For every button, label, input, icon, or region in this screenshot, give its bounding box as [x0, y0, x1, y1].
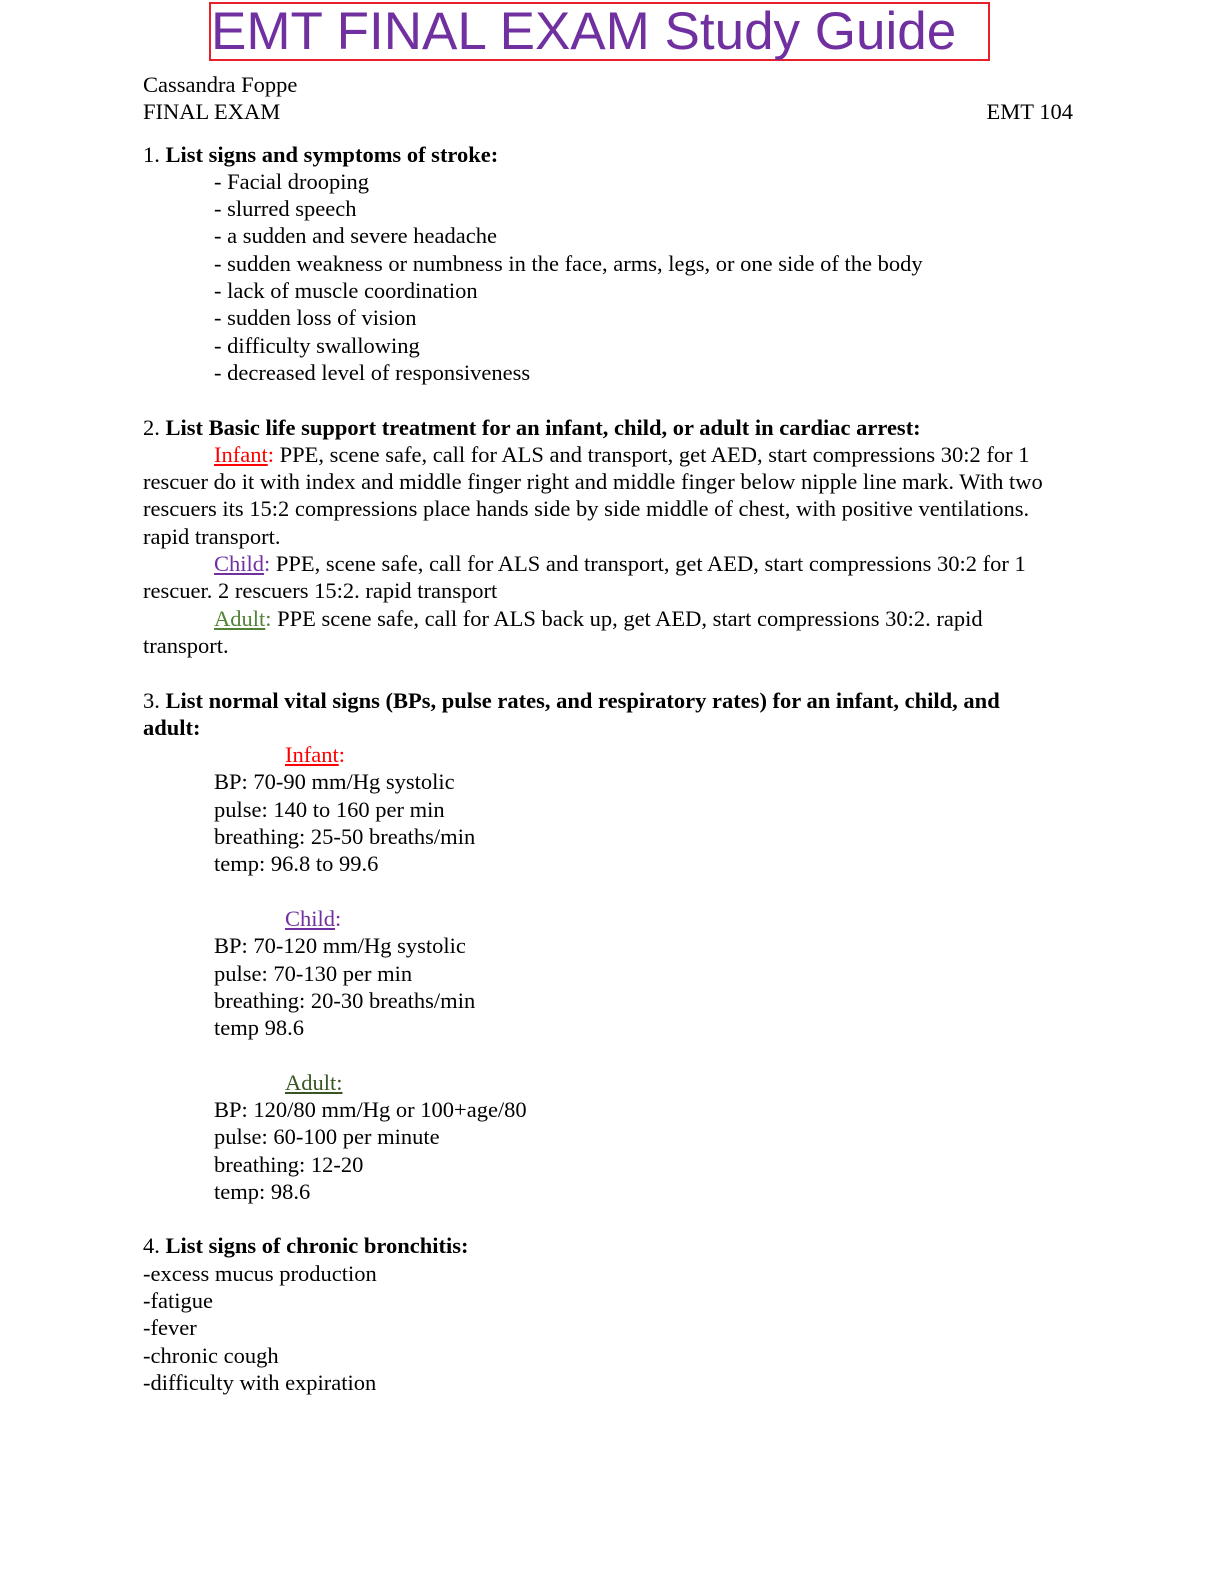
- child-pulse: pulse: 70-130 per min: [214, 960, 413, 986]
- infant-breathing: breathing: 25-50 breaths/min: [214, 824, 476, 850]
- adult-treatment-text: PPE scene safe, call for ALS back up, ge…: [143, 605, 983, 658]
- document-title: EMT FINAL EXAM Study Guide: [211, 2, 957, 61]
- list-item: - difficulty swallowing: [214, 332, 420, 358]
- adult-bp: BP: 120/80 mm/Hg or 100+age/80: [214, 1096, 527, 1122]
- infant-label-wrap: Infant:: [214, 441, 274, 467]
- question-number: 1.: [143, 141, 160, 167]
- list-item: - sudden weakness or numbness in the fac…: [214, 250, 923, 276]
- title-box: [209, 2, 990, 61]
- infant-vitals-label: Infant: [285, 742, 339, 768]
- child-label: Child: [214, 551, 265, 577]
- course-code: EMT 104: [986, 99, 1073, 125]
- question-number: 3.: [143, 687, 160, 713]
- author-name: Cassandra Foppe: [143, 72, 298, 97]
- list-item: - decreased level of responsiveness: [214, 359, 531, 385]
- adult-temp: temp: 98.6: [214, 1178, 311, 1204]
- child-treatment-text: PPE, scene safe, call for ALS and transp…: [143, 551, 1026, 604]
- infant-vitals-heading: Infant:: [285, 742, 345, 768]
- list-item: - lack of muscle coordination: [214, 278, 478, 304]
- infant-treatment: Infant: PPE, scene safe, call for ALS an…: [143, 441, 1073, 550]
- exam-header-row: FINAL EXAM EMT 104: [143, 98, 1073, 125]
- list-item: - Facial drooping: [214, 168, 369, 194]
- child-vitals-heading: Child:: [285, 905, 342, 931]
- question-text: List Basic life support treatment for an…: [165, 414, 921, 440]
- list-item: - sudden loss of vision: [214, 305, 417, 331]
- list-item: -fatigue: [143, 1288, 213, 1314]
- child-treatment: Child: PPE, scene safe, call for ALS and…: [143, 550, 1073, 605]
- question-1: 1. List signs and symptoms of stroke:: [143, 141, 1073, 168]
- child-breathing: breathing: 20-30 breaths/min: [214, 987, 476, 1013]
- list-item: -chronic cough: [143, 1342, 279, 1368]
- spacer: [143, 659, 1073, 686]
- adult-pulse: pulse: 60-100 per minute: [214, 1124, 440, 1150]
- child-bp: BP: 70-120 mm/Hg systolic: [214, 933, 466, 959]
- question-2: 2. List Basic life support treatment for…: [143, 414, 1073, 441]
- child-temp: temp 98.6: [214, 1015, 304, 1041]
- adult-vitals-label: Adult:: [285, 1069, 343, 1095]
- spacer: [143, 1041, 1073, 1068]
- list-item: - a sudden and severe headache: [214, 223, 497, 249]
- document-body: Cassandra Foppe FINAL EXAM EMT 104 1. Li…: [143, 71, 1073, 1396]
- infant-temp: temp: 96.8 to 99.6: [214, 851, 379, 877]
- infant-treatment-text: PPE, scene safe, call for ALS and transp…: [143, 441, 1043, 549]
- exam-label: FINAL EXAM: [143, 99, 281, 125]
- spacer: [143, 878, 1073, 905]
- question-text: List signs and symptoms of stroke:: [165, 141, 499, 167]
- question-4: 4. List signs of chronic bronchitis:: [143, 1232, 1073, 1259]
- question-text: List normal vital signs (BPs, pulse rate…: [165, 687, 1000, 713]
- adult-label: Adult: [214, 605, 266, 631]
- question-text-continued: adult:: [143, 714, 201, 740]
- child-label-wrap: Child:: [214, 551, 271, 577]
- adult-treatment: Adult: PPE scene safe, call for ALS back…: [143, 605, 1073, 660]
- spacer: [143, 386, 1073, 413]
- infant-pulse: pulse: 140 to 160 per min: [214, 796, 445, 822]
- list-item: -excess mucus production: [143, 1260, 377, 1286]
- list-item: -fever: [143, 1315, 197, 1341]
- spacer: [143, 1205, 1073, 1232]
- adult-vitals-heading: Adult:: [143, 1069, 1073, 1096]
- question-text: List signs of chronic bronchitis:: [165, 1233, 469, 1259]
- question-number: 4.: [143, 1233, 160, 1259]
- list-item: - slurred speech: [214, 196, 357, 222]
- infant-bp: BP: 70-90 mm/Hg systolic: [214, 769, 455, 795]
- question-3: 3. List normal vital signs (BPs, pulse r…: [143, 687, 1073, 714]
- child-vitals-label: Child: [285, 905, 336, 931]
- list-item: -difficulty with expiration: [143, 1369, 377, 1395]
- adult-label-wrap: Adult:: [214, 605, 272, 631]
- adult-breathing: breathing: 12-20: [214, 1151, 364, 1177]
- infant-label: Infant: [214, 441, 268, 467]
- question-number: 2.: [143, 414, 160, 440]
